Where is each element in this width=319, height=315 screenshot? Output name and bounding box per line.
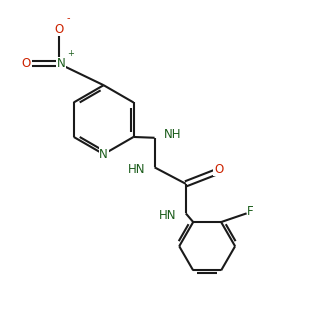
Text: O: O <box>22 57 31 70</box>
Text: HN: HN <box>128 163 145 175</box>
Text: N: N <box>99 148 108 161</box>
Text: -: - <box>67 14 70 24</box>
Text: N: N <box>56 57 65 70</box>
Text: F: F <box>247 205 254 218</box>
Text: NH: NH <box>164 128 181 141</box>
Text: HN: HN <box>159 209 177 221</box>
Text: O: O <box>214 163 223 175</box>
Text: +: + <box>67 49 74 59</box>
Text: O: O <box>55 23 64 36</box>
